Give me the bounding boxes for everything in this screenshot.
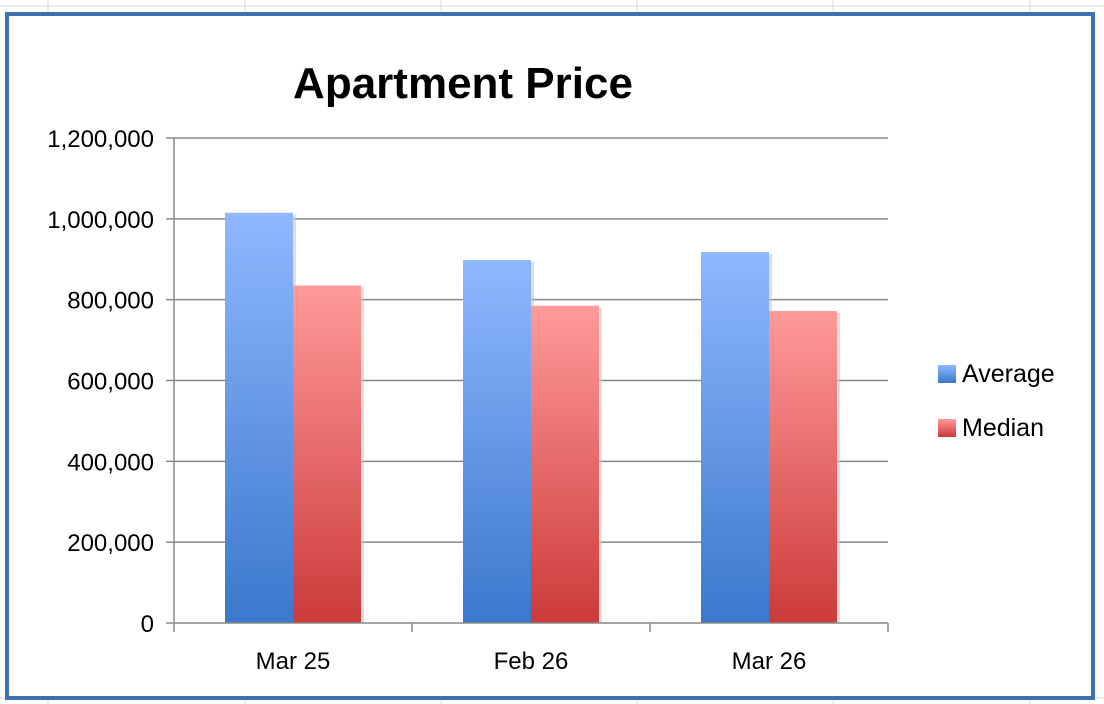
bar-chart: Apartment Price 0 200,000 400,000 600,000 80… — [47, 59, 1055, 675]
bar-average-2 — [701, 251, 769, 623]
bar-average-0 — [225, 212, 293, 624]
legend-label-median: Median — [962, 414, 1044, 442]
x-category-label: Feb 26 — [494, 648, 569, 675]
x-category-label: Mar 26 — [732, 648, 807, 675]
x-category-label: Mar 25 — [256, 648, 331, 675]
y-tick-label: 1,000,000 — [47, 207, 154, 234]
y-tick-label: 200,000 — [67, 530, 154, 557]
y-tick-label: 1,200,000 — [47, 126, 154, 153]
bar-average-1 — [463, 260, 531, 623]
bar-median-0 — [293, 285, 361, 623]
legend-swatch-median — [938, 419, 956, 437]
legend: Average Median — [938, 360, 1055, 442]
legend-label-average: Average — [962, 360, 1055, 388]
bar-median-2 — [769, 310, 837, 623]
chart-title: Apartment Price — [293, 59, 633, 108]
bar-median-1 — [531, 305, 599, 623]
chart-container[interactable]: Apartment Price 0 200,000 400,000 600,000 80… — [5, 12, 1095, 700]
y-tick-label: 0 — [141, 611, 154, 638]
legend-swatch-average — [938, 365, 956, 383]
x-axis-category-labels: Mar 25 Feb 26 Mar 26 — [256, 648, 807, 675]
y-axis-tick-labels: 0 200,000 400,000 600,000 800,000 1,000,000 1,… — [47, 126, 154, 638]
bars — [225, 212, 840, 624]
y-tick-label: 600,000 — [67, 369, 154, 396]
y-tick-label: 800,000 — [67, 288, 154, 315]
axes — [173, 138, 889, 632]
y-tick-label: 400,000 — [67, 449, 154, 476]
